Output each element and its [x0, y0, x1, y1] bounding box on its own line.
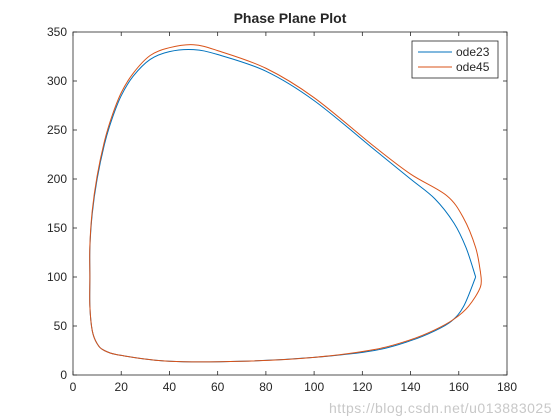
- x-tick-label: 60: [211, 380, 225, 394]
- x-tick-label: 120: [352, 380, 372, 394]
- x-axis-ticks: 0 20 40 60 80 100 120 140 160 180: [70, 32, 517, 394]
- x-tick-label: 0: [70, 380, 77, 394]
- y-tick-label: 300: [47, 74, 67, 88]
- y-tick-label: 200: [47, 172, 67, 186]
- y-tick-label: 250: [47, 123, 67, 137]
- x-tick-label: 40: [163, 380, 177, 394]
- watermark-text: https://blog.csdn.net/u013883025: [328, 400, 552, 416]
- series-line-ode45: [89, 44, 482, 363]
- x-tick-label: 100: [304, 380, 324, 394]
- y-tick-label: 100: [47, 270, 67, 284]
- legend-box: [411, 40, 499, 79]
- x-tick-label: 160: [449, 380, 469, 394]
- series-layer: [89, 44, 482, 363]
- x-tick-label: 140: [401, 380, 421, 394]
- y-tick-label: 350: [47, 25, 67, 39]
- y-axis-ticks: 0 50 100 150 200 250 300 350: [47, 25, 507, 382]
- x-tick-label: 20: [115, 380, 129, 394]
- y-tick-label: 50: [54, 319, 68, 333]
- x-tick-label: 180: [497, 380, 517, 394]
- x-tick-label: 80: [259, 380, 273, 394]
- y-tick-label: 0: [60, 368, 67, 382]
- legend-label-ode45: ode45: [456, 60, 490, 74]
- axes-box: [72, 31, 508, 376]
- legend-label-ode23: ode23: [456, 45, 490, 59]
- y-tick-label: 150: [47, 221, 67, 235]
- chart-title: Phase Plane Plot: [234, 10, 347, 26]
